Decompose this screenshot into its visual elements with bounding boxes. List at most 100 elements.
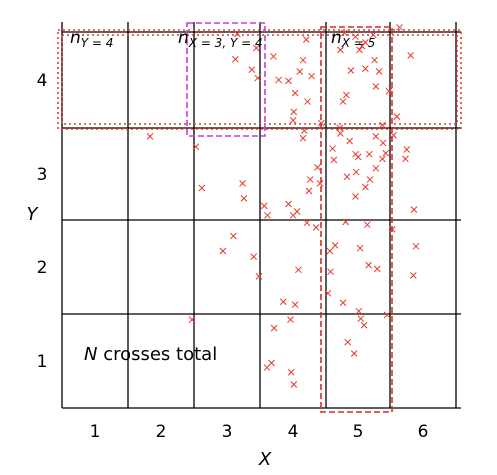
cross-mark [362,183,369,191]
cross-mark [339,98,347,105]
cross-mark [331,242,339,249]
cross-mark [308,72,315,80]
col-x5-label: nX = 5 [331,28,375,50]
cross-mark [263,364,271,371]
cross-mark [362,38,369,46]
cross-mark [337,130,344,137]
cross-mark [344,338,352,346]
cross-mark [289,211,297,219]
cross-mark [343,173,351,181]
cross-mark [372,132,380,140]
cross-mark [289,117,297,124]
cross-mark [270,324,278,332]
cross-mark [409,272,417,279]
cross-mark [407,52,415,59]
cross-mark [285,77,292,85]
cross-mark [355,307,363,315]
x-axis-label: X [258,449,272,470]
cross-mark [198,184,206,192]
x-tick-label: 3 [222,422,233,442]
cross-mark [253,44,260,52]
crosses-layer [146,23,420,388]
total-crosses-annotation: N crosses total [84,344,217,365]
cross-mark [302,36,310,43]
cross-mark [354,153,362,161]
cross-mark [372,164,380,172]
cross-mark [347,67,355,74]
cell-x3-y4-label: nX = 3, Y = 4 [178,28,263,50]
cross-mark [232,55,239,63]
y-tick-label: 4 [37,71,48,91]
cross-mark [270,53,277,60]
cross-mark [260,202,268,210]
cross-mark [365,261,373,269]
cross-mark [248,66,256,73]
cross-mark [379,155,386,163]
row-y4-highlight [57,29,462,130]
cross-mark [402,155,409,163]
cross-mark [360,321,368,329]
cross-mark [330,156,338,164]
cross-mark [365,150,373,158]
x-tick-label: 6 [418,422,429,442]
cross-mark [363,221,371,229]
cross-mark [250,253,258,261]
cross-mark [287,368,295,376]
cross-mark [316,179,324,187]
y-tick-label: 3 [37,165,48,185]
cross-mark [188,316,196,323]
cross-mark [312,224,320,231]
cross-mark [357,315,365,323]
cross-mark [295,266,302,274]
cross-mark [410,206,418,214]
cross-mark [342,91,350,99]
cross-mark [337,46,344,54]
cross-mark [233,30,241,38]
cross-mark [299,56,307,64]
cross-mark [403,146,411,153]
cross-mark [324,289,332,297]
cross-mark [306,176,314,183]
x-tick-label: 4 [288,422,299,442]
cross-mark [372,83,380,90]
cross-mark [304,98,311,105]
cross-mark [275,76,283,84]
cross-mark [362,65,369,73]
cross-mark [396,23,403,31]
cross-mark [339,299,347,307]
cross-mark [230,232,237,240]
cross-mark [383,311,391,319]
cross-mark [375,68,383,75]
cross-mark [379,121,386,129]
cross-mark [373,265,381,273]
cross-mark [254,74,262,82]
row-y4-highlight-inner [61,34,458,125]
annotation-text: crosses total [97,344,217,365]
cross-mark [356,46,363,54]
grid-lines [61,22,461,409]
cross-mark [287,316,294,323]
cell-x3-y4-highlight [186,22,266,137]
y-tick-label: 1 [37,352,48,372]
x-tick-labels: 1 2 3 4 5 6 [90,422,429,442]
cross-mark [326,247,334,255]
cross-mark [342,218,350,226]
cross-mark [314,164,321,171]
cross-mark [192,143,200,151]
cross-mark [264,211,271,219]
cross-mark [336,124,344,132]
x-tick-label: 1 [90,422,101,442]
cross-mark [366,176,374,183]
cross-mark [382,149,390,157]
cross-mark [291,89,299,97]
y-tick-labels: 1 2 3 4 [37,71,48,372]
y-axis-label: Y [27,204,40,225]
cross-mark [290,108,298,116]
row-y4-label: nY = 4 [70,28,113,50]
cross-mark [346,137,353,145]
cross-mark [240,195,248,202]
cross-mark [291,301,299,308]
cross-mark [305,187,313,195]
cross-mark [279,298,287,306]
